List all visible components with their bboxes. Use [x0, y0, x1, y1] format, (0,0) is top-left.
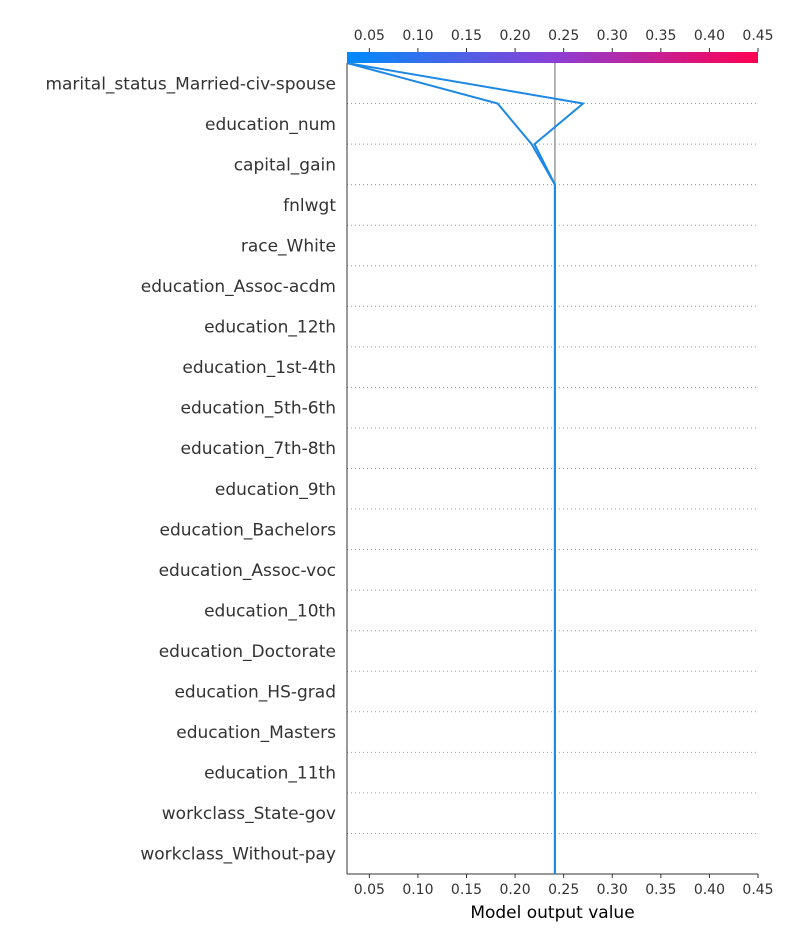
x-tick-label-top: 0.40	[694, 28, 725, 44]
feature-label: education_9th	[215, 480, 336, 500]
feature-label: education_1st-4th	[182, 358, 336, 378]
x-tick-label-top: 0.20	[500, 28, 531, 44]
feature-label: education_5th-6th	[181, 399, 337, 419]
feature-label: fnlwgt	[283, 196, 336, 216]
x-tick-label-top: 0.05	[354, 28, 385, 44]
x-tick-label-top: 0.30	[597, 28, 628, 44]
x-tick-label-bottom: 0.40	[694, 882, 725, 898]
feature-label: education_Masters	[176, 723, 336, 743]
feature-label: workclass_Without-pay	[140, 845, 336, 865]
feature-label: capital_gain	[234, 155, 336, 175]
x-tick-label-top: 0.15	[451, 28, 482, 44]
feature-label: education_HS-grad	[174, 683, 336, 703]
x-tick-label-bottom: 0.20	[500, 882, 531, 898]
feature-label: marital_status_Married-civ-spouse	[45, 74, 336, 94]
colorbar	[347, 52, 758, 63]
x-tick-label-bottom: 0.30	[597, 882, 628, 898]
feature-label: education_num	[205, 115, 336, 135]
x-tick-label-bottom: 0.15	[451, 882, 482, 898]
decision-line	[346, 62, 556, 874]
x-tick-label-top: 0.10	[402, 28, 433, 44]
x-tick-label-bottom: 0.10	[402, 882, 433, 898]
x-tick-label-top: 0.45	[742, 28, 773, 44]
x-tick-label-bottom: 0.05	[354, 882, 385, 898]
x-axis-label: Model output value	[470, 903, 634, 923]
x-tick-label-top: 0.25	[548, 28, 579, 44]
feature-label: workclass_State-gov	[162, 804, 336, 824]
feature-label: education_12th	[204, 318, 336, 338]
x-tick-label-bottom: 0.35	[645, 882, 676, 898]
feature-label: education_Bachelors	[160, 520, 337, 540]
x-tick-label-bottom: 0.45	[742, 882, 773, 898]
feature-label: education_7th-8th	[181, 439, 337, 459]
feature-label: education_11th	[204, 764, 336, 784]
feature-label: education_Assoc-acdm	[141, 277, 336, 297]
feature-label: education_10th	[204, 601, 336, 621]
x-tick-label-top: 0.35	[645, 28, 676, 44]
feature-label: education_Doctorate	[159, 642, 336, 662]
feature-label: education_Assoc-voc	[159, 561, 336, 581]
x-tick-label-bottom: 0.25	[548, 882, 579, 898]
feature-label: race_White	[241, 236, 336, 256]
